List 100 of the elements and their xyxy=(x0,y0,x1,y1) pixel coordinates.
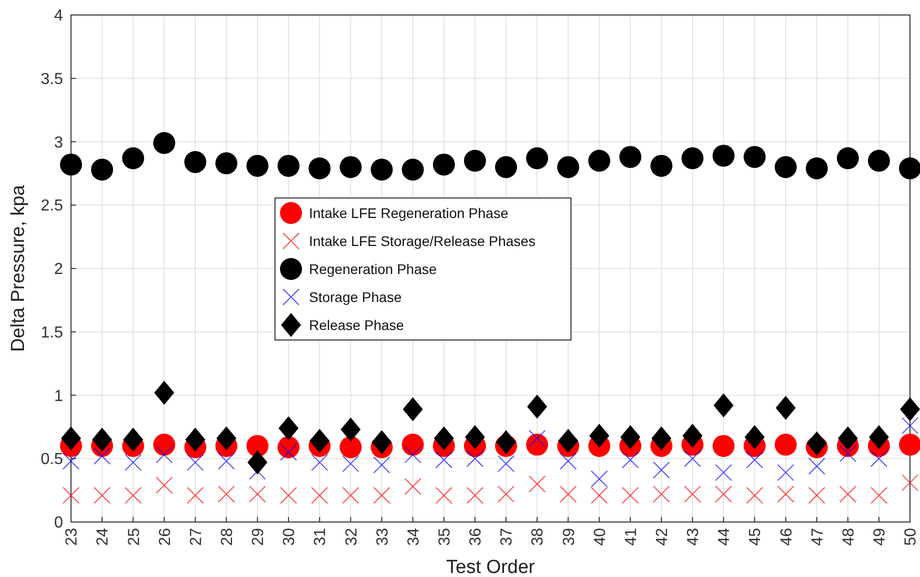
point xyxy=(495,156,518,178)
x-tick-label: 34 xyxy=(405,528,422,546)
point xyxy=(340,417,361,442)
x-tick-label: 39 xyxy=(560,528,578,546)
point xyxy=(184,151,206,174)
point xyxy=(156,446,173,464)
point xyxy=(124,454,142,471)
point xyxy=(712,434,735,457)
y-tick-label: 1.5 xyxy=(40,324,64,342)
point xyxy=(432,154,455,176)
point xyxy=(590,470,608,488)
point xyxy=(498,486,515,503)
point xyxy=(280,486,298,504)
point xyxy=(218,486,235,503)
point xyxy=(714,393,734,418)
x-tick-label: 46 xyxy=(778,528,796,546)
x-tick-label: 31 xyxy=(312,528,330,546)
point xyxy=(900,397,920,422)
point xyxy=(61,426,81,450)
point xyxy=(808,486,826,504)
x-tick-label: 35 xyxy=(436,528,454,546)
x-tick-label: 23 xyxy=(64,528,81,546)
x-tick-label: 41 xyxy=(622,528,640,546)
point xyxy=(806,157,828,180)
point xyxy=(899,157,920,180)
point xyxy=(246,154,268,177)
point xyxy=(218,452,235,470)
point xyxy=(652,462,670,479)
y-tick-label: 3 xyxy=(54,134,64,152)
x-tick-label: 44 xyxy=(716,528,734,546)
point xyxy=(370,158,393,181)
point xyxy=(340,156,362,178)
point xyxy=(622,486,639,504)
point xyxy=(868,150,890,172)
x-tick-label: 33 xyxy=(374,528,392,546)
point xyxy=(684,486,701,503)
point xyxy=(746,451,764,468)
point xyxy=(870,450,888,468)
x-tick-label: 45 xyxy=(747,528,764,546)
legend-label: Intake LFE Storage/Release Phases xyxy=(309,232,536,249)
point xyxy=(839,445,856,462)
x-tick-label: 47 xyxy=(809,528,826,546)
point xyxy=(123,428,144,452)
point xyxy=(402,158,424,181)
point xyxy=(589,424,610,448)
x-tick-label: 27 xyxy=(188,528,205,546)
point xyxy=(652,486,670,503)
y-tick-label: 0 xyxy=(54,514,64,532)
point xyxy=(124,486,142,504)
point xyxy=(246,434,268,457)
point xyxy=(185,428,206,452)
x-axis-title: Test Order xyxy=(446,557,536,577)
point xyxy=(311,486,328,504)
point xyxy=(558,428,578,453)
point xyxy=(839,486,856,503)
point xyxy=(186,454,204,471)
point xyxy=(62,452,80,470)
point xyxy=(836,147,859,170)
point xyxy=(434,426,454,450)
point xyxy=(464,150,486,172)
x-tick-label: 30 xyxy=(281,528,298,546)
point xyxy=(402,434,424,456)
point xyxy=(620,425,640,450)
point xyxy=(868,425,889,450)
point xyxy=(311,454,328,471)
point xyxy=(466,450,484,468)
point xyxy=(622,451,639,468)
point xyxy=(684,450,701,468)
x-tick-label: 40 xyxy=(592,528,609,546)
legend-label: Release Phase xyxy=(309,316,404,333)
x-tick-label: 37 xyxy=(498,528,516,546)
point xyxy=(94,486,111,504)
point xyxy=(681,147,704,170)
point xyxy=(122,147,144,170)
point xyxy=(464,425,485,450)
point xyxy=(215,152,238,174)
point xyxy=(154,380,174,405)
x-tick-label: 49 xyxy=(872,528,889,546)
point xyxy=(715,464,732,482)
point xyxy=(899,434,920,456)
point xyxy=(588,150,610,172)
point xyxy=(278,154,300,177)
point xyxy=(590,486,608,504)
legend-label: Storage Phase xyxy=(309,288,402,305)
point xyxy=(310,428,330,453)
y-tick-label: 2 xyxy=(54,261,64,278)
y-tick-label: 3.5 xyxy=(40,70,64,88)
point xyxy=(560,452,577,470)
x-tick-label: 29 xyxy=(250,528,268,546)
point xyxy=(372,430,392,454)
point xyxy=(777,486,794,503)
point xyxy=(712,144,735,167)
point xyxy=(777,464,794,482)
point xyxy=(557,156,580,178)
point xyxy=(435,451,452,468)
point xyxy=(560,486,577,503)
point xyxy=(526,147,548,170)
point xyxy=(342,486,360,504)
point xyxy=(216,426,236,450)
x-tick-label: 32 xyxy=(343,528,360,546)
